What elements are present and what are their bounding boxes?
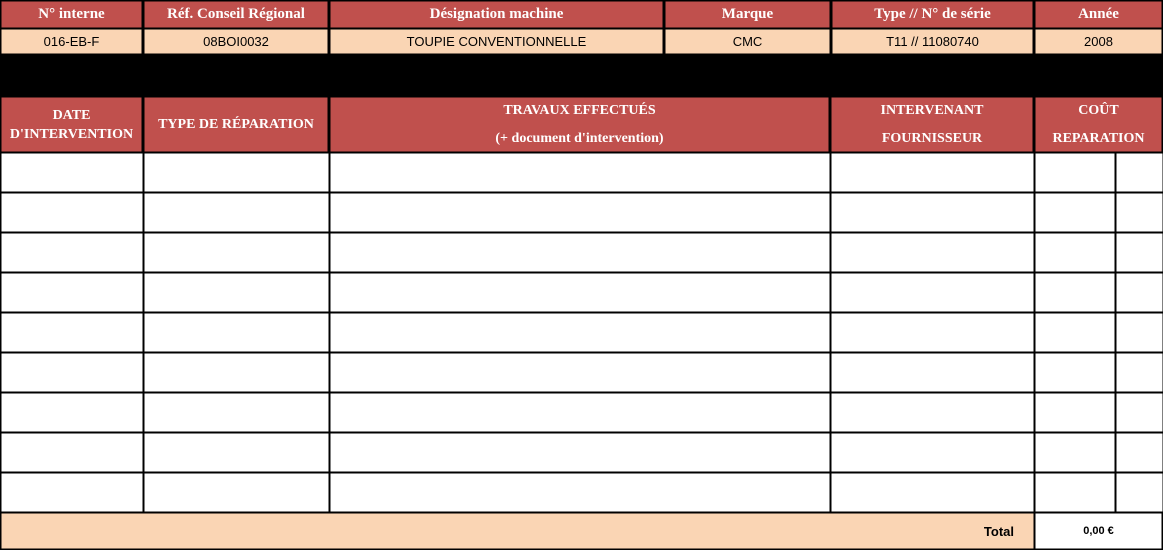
table-cell[interactable] <box>830 152 1035 193</box>
table-cell[interactable] <box>1115 232 1163 273</box>
header-machine-designation: Désignation machine <box>329 0 664 29</box>
table-cell[interactable] <box>0 352 144 393</box>
table-cell[interactable] <box>329 472 831 513</box>
table-cell[interactable] <box>1034 152 1116 193</box>
table-cell[interactable] <box>143 472 330 513</box>
header-internal-number: N° interne <box>0 0 143 29</box>
table-cell[interactable] <box>1115 152 1163 193</box>
table-cell[interactable] <box>329 152 831 193</box>
table-cell[interactable] <box>1034 312 1116 353</box>
table-cell[interactable] <box>143 192 330 233</box>
table-cell[interactable] <box>143 352 330 393</box>
table-cell[interactable] <box>1115 352 1163 393</box>
table-cell[interactable] <box>1034 272 1116 313</box>
table-cell[interactable] <box>1034 392 1116 433</box>
table-cell[interactable] <box>329 392 831 433</box>
table-cell[interactable] <box>1115 192 1163 233</box>
header-date: DATE D'INTERVENTION <box>0 96 143 153</box>
table-cell[interactable] <box>0 312 144 353</box>
table-cell[interactable] <box>1034 352 1116 393</box>
header-line: COÛT <box>1078 102 1119 118</box>
table-cell[interactable] <box>1034 472 1116 513</box>
total-value: 0,00 € <box>1034 512 1163 550</box>
table-cell[interactable] <box>0 192 144 233</box>
table-cell[interactable] <box>1115 432 1163 473</box>
header-year: Année <box>1034 0 1163 29</box>
table-cell[interactable] <box>329 432 831 473</box>
value-year[interactable]: 2008 <box>1034 28 1163 55</box>
table-cell[interactable] <box>1115 272 1163 313</box>
table-cell[interactable] <box>329 352 831 393</box>
header-line: D'INTERVENTION <box>9 126 134 142</box>
table-cell[interactable] <box>143 432 330 473</box>
table-cell[interactable] <box>1115 312 1163 353</box>
table-cell[interactable] <box>830 392 1035 433</box>
header-line: DATE <box>52 107 91 123</box>
value-type-serial[interactable]: T11 // 11080740 <box>831 28 1034 55</box>
table-cell[interactable] <box>329 312 831 353</box>
table-cell[interactable] <box>329 232 831 273</box>
value-regional-ref[interactable]: 08BOI0032 <box>143 28 329 55</box>
table-cell[interactable] <box>1115 472 1163 513</box>
value-machine-designation[interactable]: TOUPIE CONVENTIONNELLE <box>329 28 664 55</box>
header-line: REPARATION <box>1052 130 1145 146</box>
table-cell[interactable] <box>1034 432 1116 473</box>
value-brand[interactable]: CMC <box>664 28 831 55</box>
header-cost: COÛT REPARATION <box>1034 96 1163 153</box>
total-label: Total <box>0 512 1035 550</box>
table-cell[interactable] <box>830 272 1035 313</box>
table-cell[interactable] <box>1115 392 1163 433</box>
table-cell[interactable] <box>143 152 330 193</box>
table-cell[interactable] <box>329 192 831 233</box>
header-regional-ref: Réf. Conseil Régional <box>143 0 329 29</box>
table-cell[interactable] <box>830 232 1035 273</box>
table-cell[interactable] <box>329 272 831 313</box>
table-cell[interactable] <box>0 432 144 473</box>
separator-band <box>0 54 1163 96</box>
table-cell[interactable] <box>830 312 1035 353</box>
header-line: (+ document d'intervention) <box>495 130 664 146</box>
table-cell[interactable] <box>0 392 144 433</box>
table-cell[interactable] <box>143 392 330 433</box>
table-cell[interactable] <box>143 272 330 313</box>
table-cell[interactable] <box>0 152 144 193</box>
value-internal-number[interactable]: 016-EB-F <box>0 28 143 55</box>
table-cell[interactable] <box>0 272 144 313</box>
table-cell[interactable] <box>830 192 1035 233</box>
table-cell[interactable] <box>0 232 144 273</box>
table-cell[interactable] <box>830 352 1035 393</box>
header-type-serial: Type // N° de série <box>831 0 1034 29</box>
table-cell[interactable] <box>143 232 330 273</box>
table-cell[interactable] <box>830 432 1035 473</box>
table-cell[interactable] <box>143 312 330 353</box>
header-line: FOURNISSEUR <box>881 130 983 146</box>
header-line: INTERVENANT <box>880 102 984 118</box>
header-supplier: INTERVENANT FOURNISSEUR <box>830 96 1034 153</box>
table-cell[interactable] <box>1034 192 1116 233</box>
header-repair-type: TYPE DE RÉPARATION <box>143 96 329 153</box>
header-line: TRAVAUX EFFECTUÉS <box>503 102 656 118</box>
table-cell[interactable] <box>1034 232 1116 273</box>
header-brand: Marque <box>664 0 831 29</box>
table-cell[interactable] <box>830 472 1035 513</box>
header-work-done: TRAVAUX EFFECTUÉS (+ document d'intervent… <box>329 96 830 153</box>
table-cell[interactable] <box>0 472 144 513</box>
